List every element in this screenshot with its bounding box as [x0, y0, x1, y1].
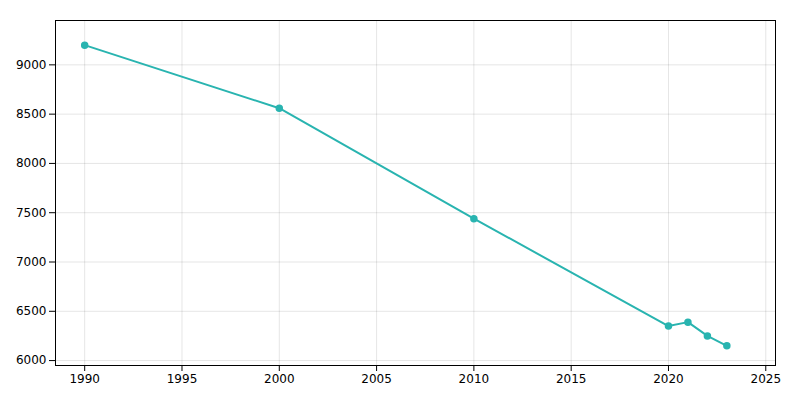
- svg-text:8000: 8000: [16, 156, 47, 170]
- svg-text:2000: 2000: [264, 372, 295, 386]
- svg-text:9000: 9000: [16, 58, 47, 72]
- svg-text:2020: 2020: [653, 372, 684, 386]
- svg-text:6500: 6500: [16, 304, 47, 318]
- svg-text:2025: 2025: [750, 372, 781, 386]
- svg-text:2005: 2005: [361, 372, 392, 386]
- svg-text:6000: 6000: [16, 353, 47, 367]
- svg-text:8500: 8500: [16, 107, 47, 121]
- svg-text:7000: 7000: [16, 255, 47, 269]
- svg-text:7500: 7500: [16, 206, 47, 220]
- svg-text:1995: 1995: [167, 372, 198, 386]
- svg-text:1990: 1990: [69, 372, 100, 386]
- svg-text:2010: 2010: [459, 372, 490, 386]
- svg-text:2015: 2015: [556, 372, 587, 386]
